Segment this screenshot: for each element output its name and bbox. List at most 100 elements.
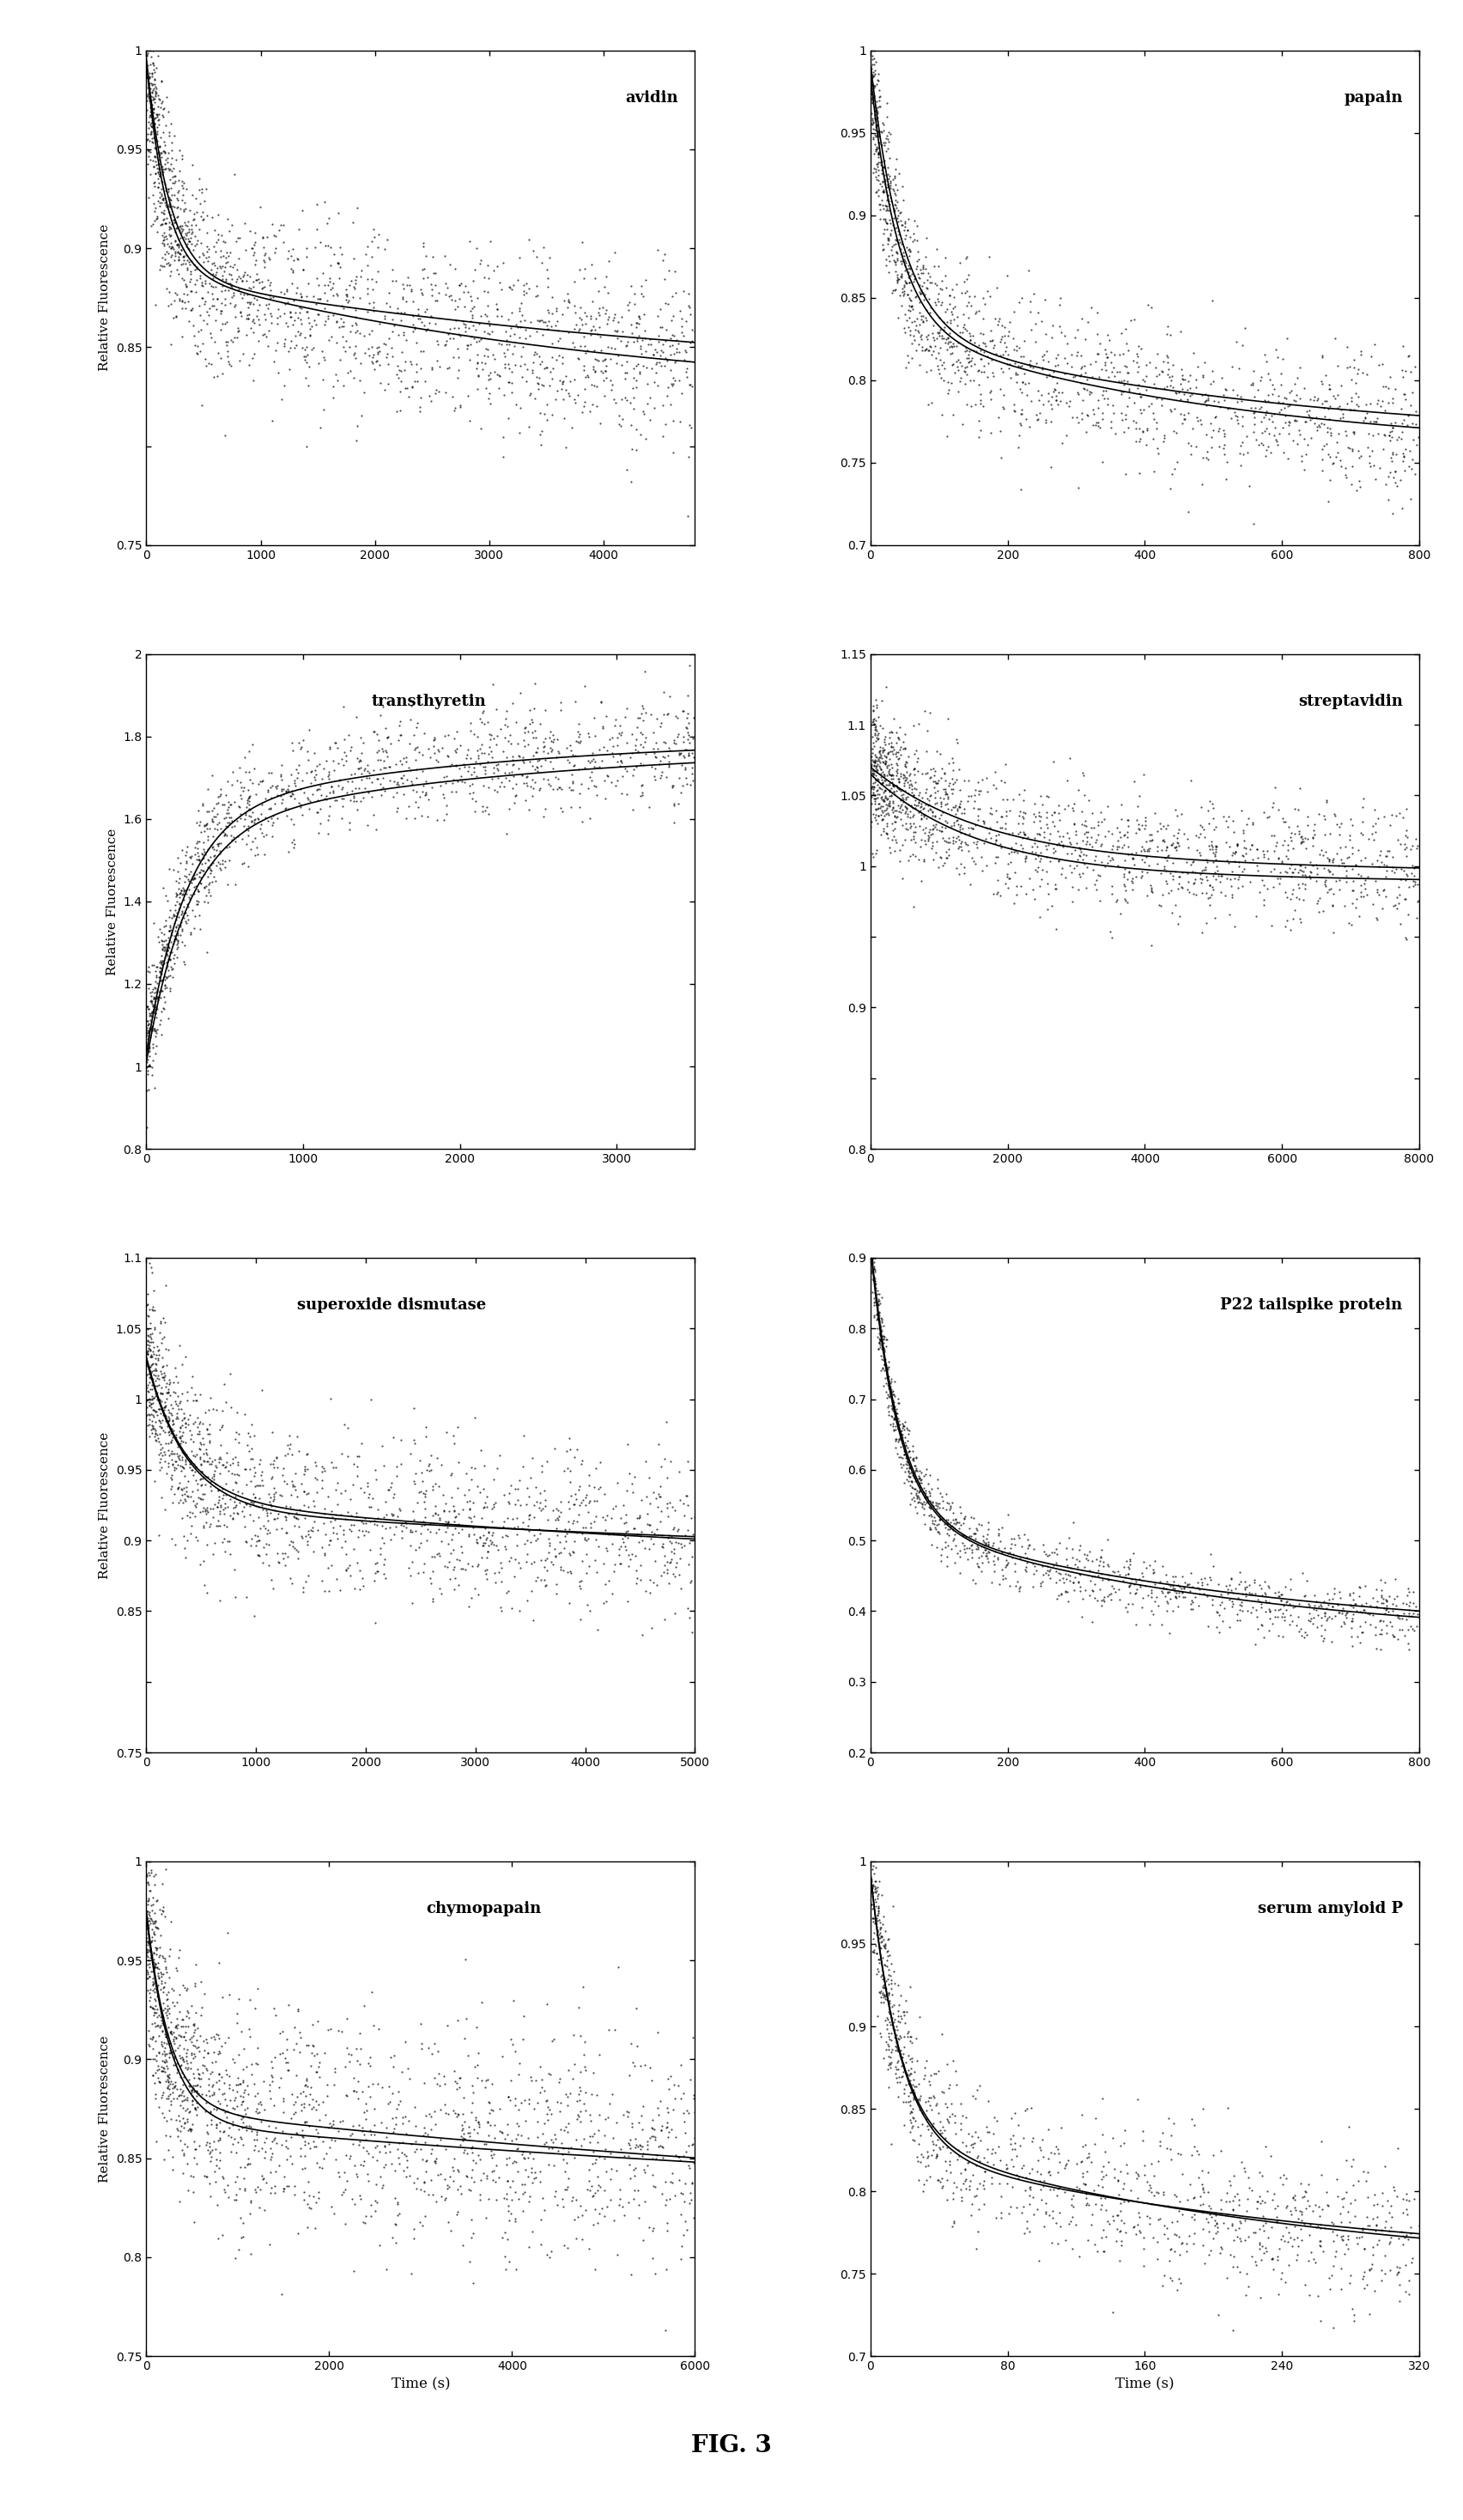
Point [230,2011,253,2051]
Point [1086,804,1109,844]
Point [1163,2175,1186,2215]
Point [1061,867,1084,907]
Point [644,2253,667,2293]
Point [350,1424,373,1464]
Point [230,297,253,338]
Point [159,910,183,950]
Point [890,285,913,325]
Point [1027,796,1050,837]
Point [1308,406,1331,446]
Point [505,383,528,423]
Point [1192,2172,1216,2213]
Point [869,1910,892,1950]
Point [1163,1570,1186,1610]
Point [660,365,683,406]
Point [1318,368,1342,408]
Point [863,1235,887,1275]
Point [939,2152,963,2192]
Point [1034,804,1058,844]
Point [136,1320,159,1361]
Point [862,1845,885,1885]
Point [161,2150,184,2190]
Point [440,1520,464,1560]
Point [1115,2152,1138,2192]
Point [168,2069,192,2109]
Point [579,1502,603,1542]
Point [334,275,357,315]
Point [1285,2190,1308,2230]
Point [907,1482,930,1522]
Point [296,275,319,315]
Point [234,300,257,340]
Point [176,224,199,265]
Point [238,1525,262,1565]
Point [617,1535,641,1575]
Point [963,781,986,822]
Point [993,804,1017,844]
Point [136,1898,159,1938]
Point [238,282,262,323]
Point [925,764,948,804]
Point [219,1386,243,1426]
Point [935,1489,958,1530]
Point [206,2218,230,2258]
Point [890,255,913,295]
Point [205,1389,228,1429]
Point [860,1240,884,1280]
Point [1226,1593,1249,1633]
Point [1043,864,1067,905]
Point [260,2056,284,2097]
Point [202,829,225,869]
Point [167,2074,190,2114]
Point [1086,381,1109,421]
Point [884,1396,907,1436]
Point [334,2046,357,2087]
Point [600,365,623,406]
Point [926,280,949,320]
Point [307,343,331,383]
Point [1191,438,1214,479]
Point [1162,859,1185,900]
Point [151,2001,174,2041]
Point [420,766,443,806]
Point [143,166,167,207]
Point [1113,2213,1137,2253]
Point [1150,350,1173,391]
Point [917,816,941,857]
Point [388,701,411,741]
Point [648,2082,672,2122]
Point [290,302,313,343]
Point [195,2074,218,2114]
Point [142,1028,165,1068]
Point [222,1550,246,1590]
Point [1377,479,1400,519]
Point [196,272,219,312]
Point [954,330,977,370]
Point [572,748,595,789]
Point [146,1356,170,1396]
Point [433,756,456,796]
Point [884,1409,907,1449]
Point [139,96,162,136]
Point [236,2066,259,2107]
Point [241,822,265,862]
Point [171,244,195,285]
Point [200,1489,224,1530]
Point [971,804,995,844]
Point [1128,776,1151,816]
Point [525,2102,549,2142]
Point [549,690,572,731]
Point [882,239,906,280]
Point [149,116,173,156]
Point [620,713,644,753]
Point [433,2160,456,2200]
Point [655,756,679,796]
Point [439,275,462,315]
Point [1346,829,1369,869]
Point [651,2137,674,2177]
Point [1135,852,1159,892]
Point [995,2145,1018,2185]
Point [1267,1575,1290,1615]
Point [1132,2218,1156,2258]
Point [304,769,328,809]
